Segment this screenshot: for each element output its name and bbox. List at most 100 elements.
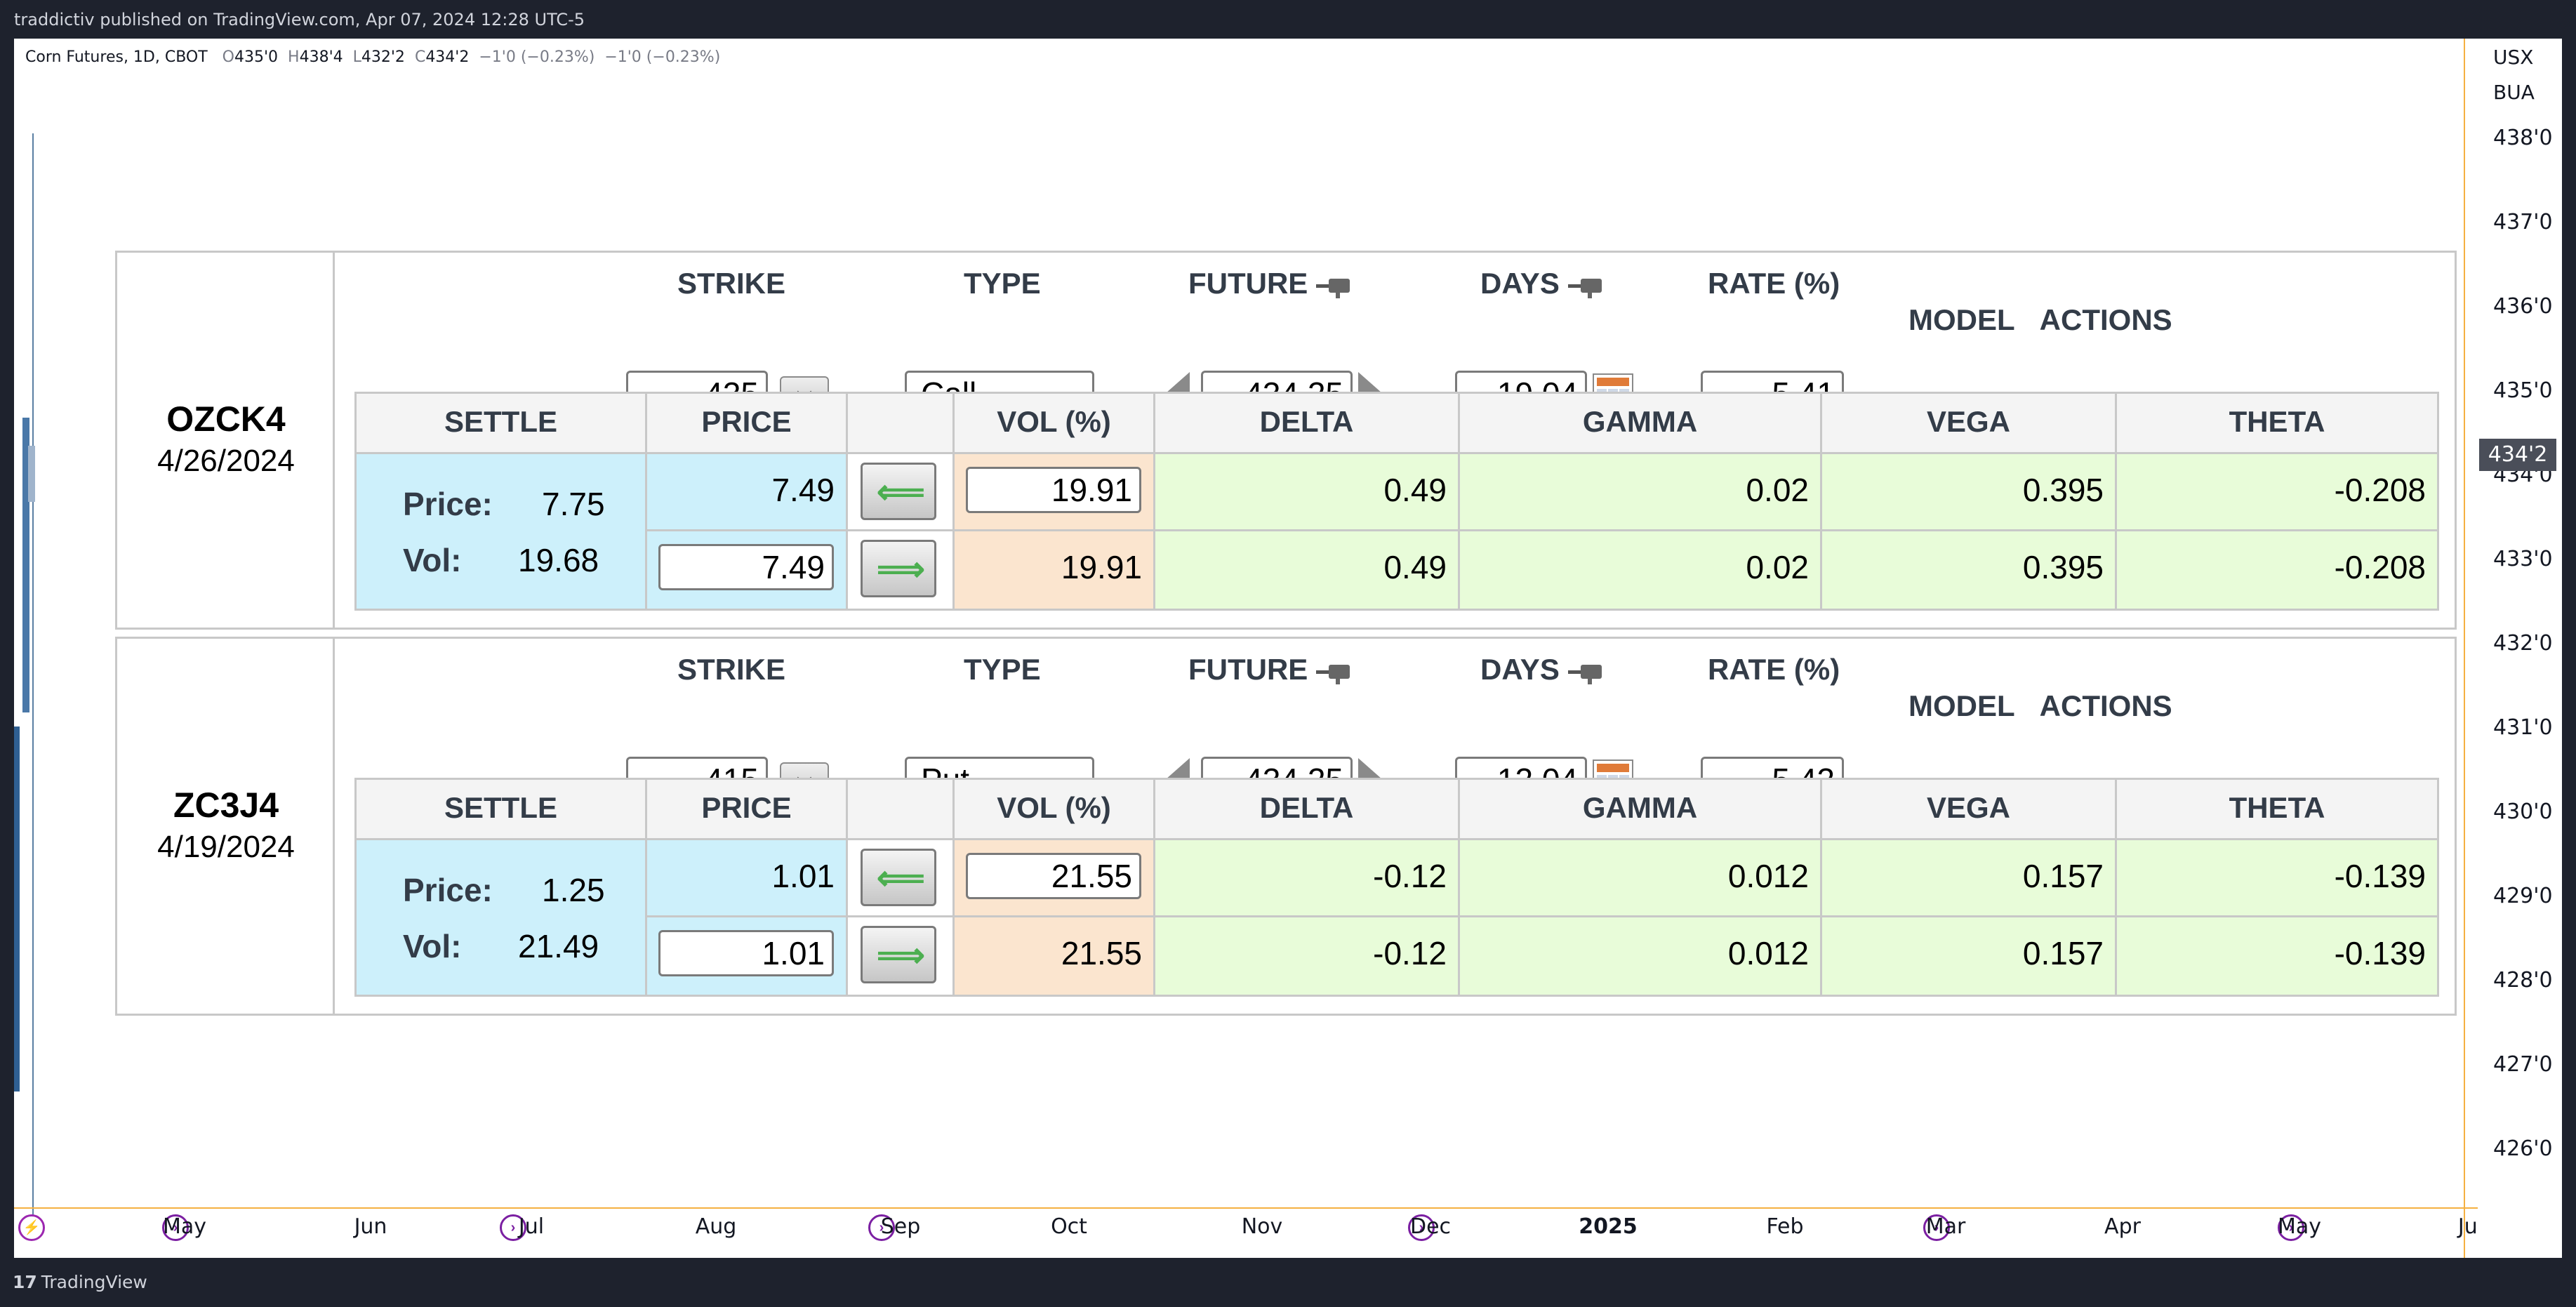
rollover-event-icon[interactable]: › [500, 1214, 526, 1241]
low-value: 432'2 [361, 48, 405, 66]
time-tick: Jul [518, 1214, 545, 1239]
time-axis-line [14, 1207, 2478, 1209]
price-tick: 435'0 [2493, 378, 2553, 403]
dividend-event-icon[interactable]: ⚡ [18, 1214, 45, 1241]
delta-cell: 0.49 [1155, 531, 1460, 609]
model-actions-header: MODEL ACTIONS [1908, 689, 2172, 723]
vega-cell: 0.395 [1822, 531, 2117, 609]
gamma-cell: 0.012 [1460, 840, 1822, 917]
implied-vol: 19.91 [1061, 549, 1142, 585]
option-calculator-1: OZCK4 4/26/2024 STRIKE TYPE FUTURE DAYS … [115, 251, 2457, 630]
price-tick: 430'0 [2493, 800, 2553, 824]
model-label[interactable]: MODEL [1908, 689, 2015, 722]
rollover-event-icon[interactable]: › [1923, 1214, 1950, 1241]
theta-cell: -0.139 [2117, 840, 2437, 917]
days-header-label: DAYS [1480, 653, 1560, 686]
gamma-header: GAMMA [1460, 780, 1822, 840]
vol-cell: 21.55 [955, 917, 1155, 995]
price-tick: 433'0 [2493, 547, 2553, 571]
settle-vol-value: 19.68 [518, 542, 599, 578]
rate-header: RATE (%) [1708, 653, 1840, 686]
gamma-value: 0.012 [1727, 935, 1809, 971]
future-header: FUTURE [1188, 653, 1351, 686]
solve-vol-button[interactable]: ⟹ [861, 540, 936, 597]
rollover-event-icon[interactable]: › [868, 1214, 895, 1241]
future-header-label: FUTURE [1188, 653, 1308, 686]
currency-unit: USX [2493, 46, 2534, 69]
gamma-cell: 0.02 [1460, 454, 1822, 531]
pin-icon[interactable] [1567, 277, 1603, 298]
time-tick: Oct [1051, 1214, 1087, 1239]
settle-price-value: 1.25 [542, 872, 605, 908]
settle-header: SETTLE [357, 780, 647, 840]
open-label: O [222, 48, 234, 66]
pin-icon[interactable] [1316, 663, 1351, 684]
chart-area[interactable]: Corn Futures, 1D, CBOT O435'0 H438'4 L43… [14, 39, 2478, 1258]
pin-icon[interactable] [1567, 663, 1603, 684]
actions-label[interactable]: ACTIONS [2039, 689, 2172, 722]
vol-cell: 21.55 [955, 840, 1155, 917]
contract-cell: OZCK4 4/26/2024 [117, 253, 335, 628]
high-label: H [288, 48, 300, 66]
current-price-label: 434'2 [2479, 439, 2556, 471]
time-tick: May [162, 1214, 207, 1239]
tradingview-logo[interactable]: 17 TradingView [13, 1272, 147, 1292]
action-cell: ⟸ [848, 840, 955, 917]
rollover-event-icon[interactable]: › [2278, 1214, 2304, 1241]
vega-cell: 0.395 [1822, 454, 2117, 531]
price-tick: 426'0 [2493, 1136, 2553, 1161]
delta-header: DELTA [1155, 780, 1460, 840]
time-axis[interactable]: May Jun Jul Aug Sep Oct Nov Dec 2025 Feb… [14, 1200, 2483, 1249]
settle-price-value: 7.75 [542, 486, 605, 522]
vol-input[interactable]: 19.91 [966, 467, 1141, 513]
time-tick: Jun [354, 1214, 387, 1239]
unit-of-measure: BUA [2493, 81, 2535, 104]
price-cell: 1.01 [647, 917, 848, 995]
price-tick: 427'0 [2493, 1052, 2553, 1077]
candle-body [14, 727, 20, 1092]
price-tick: 437'0 [2493, 210, 2553, 234]
actions-label[interactable]: ACTIONS [2039, 303, 2172, 336]
change-value: −1'0 (−0.23%) [479, 48, 595, 66]
gamma-value: 0.02 [1746, 549, 1809, 585]
vega-cell: 0.157 [1822, 917, 2117, 995]
gamma-header: GAMMA [1460, 394, 1822, 454]
price-tick: 436'0 [2493, 294, 2553, 319]
symbol-name[interactable]: Corn Futures, 1D, CBOT [25, 48, 208, 66]
settle-vol-value: 21.49 [518, 928, 599, 964]
price-input[interactable]: 7.49 [658, 544, 834, 590]
price-cell: 7.49 [647, 454, 848, 531]
contract-expiry: 4/19/2024 [157, 830, 295, 864]
price-header: PRICE [647, 394, 848, 454]
price-axis[interactable]: USX BUA 438'0 437'0 436'0 435'0 434'0 43… [2479, 39, 2562, 1258]
days-header: DAYS [1480, 653, 1603, 686]
time-tick: May [2277, 1214, 2322, 1239]
pin-icon[interactable] [1316, 277, 1351, 298]
vega-value: 0.395 [2022, 549, 2104, 585]
vega-value: 0.157 [2022, 935, 2104, 971]
solve-price-button[interactable]: ⟸ [861, 849, 936, 906]
solve-vol-button[interactable]: ⟹ [861, 926, 936, 983]
vol-header: VOL (%) [955, 394, 1155, 454]
symbol-info-bar: Corn Futures, 1D, CBOT O435'0 H438'4 L43… [25, 48, 720, 66]
model-label[interactable]: MODEL [1908, 303, 2015, 336]
theta-header: THETA [2117, 780, 2437, 840]
type-header: TYPE [964, 267, 1041, 300]
vol-input[interactable]: 21.55 [966, 853, 1141, 899]
arrow-left-icon: ⟸ [877, 474, 925, 511]
right-frame [2562, 39, 2576, 1258]
price-tick: 429'0 [2493, 884, 2553, 908]
action-column-header [848, 780, 955, 840]
delta-value: 0.49 [1383, 549, 1447, 585]
solve-price-button[interactable]: ⟸ [861, 463, 936, 520]
rollover-event-icon[interactable]: › [162, 1214, 189, 1241]
delta-value: 0.49 [1383, 472, 1447, 508]
theta-value: -0.139 [2334, 935, 2426, 971]
theta-cell: -0.139 [2117, 917, 2437, 995]
time-tick: Apr [2104, 1214, 2141, 1239]
contract-expiry: 4/26/2024 [157, 444, 295, 478]
implied-vol: 21.55 [1061, 935, 1142, 971]
vega-value: 0.395 [2022, 472, 2104, 508]
rollover-event-icon[interactable]: › [1408, 1214, 1435, 1241]
price-input[interactable]: 1.01 [658, 930, 834, 976]
